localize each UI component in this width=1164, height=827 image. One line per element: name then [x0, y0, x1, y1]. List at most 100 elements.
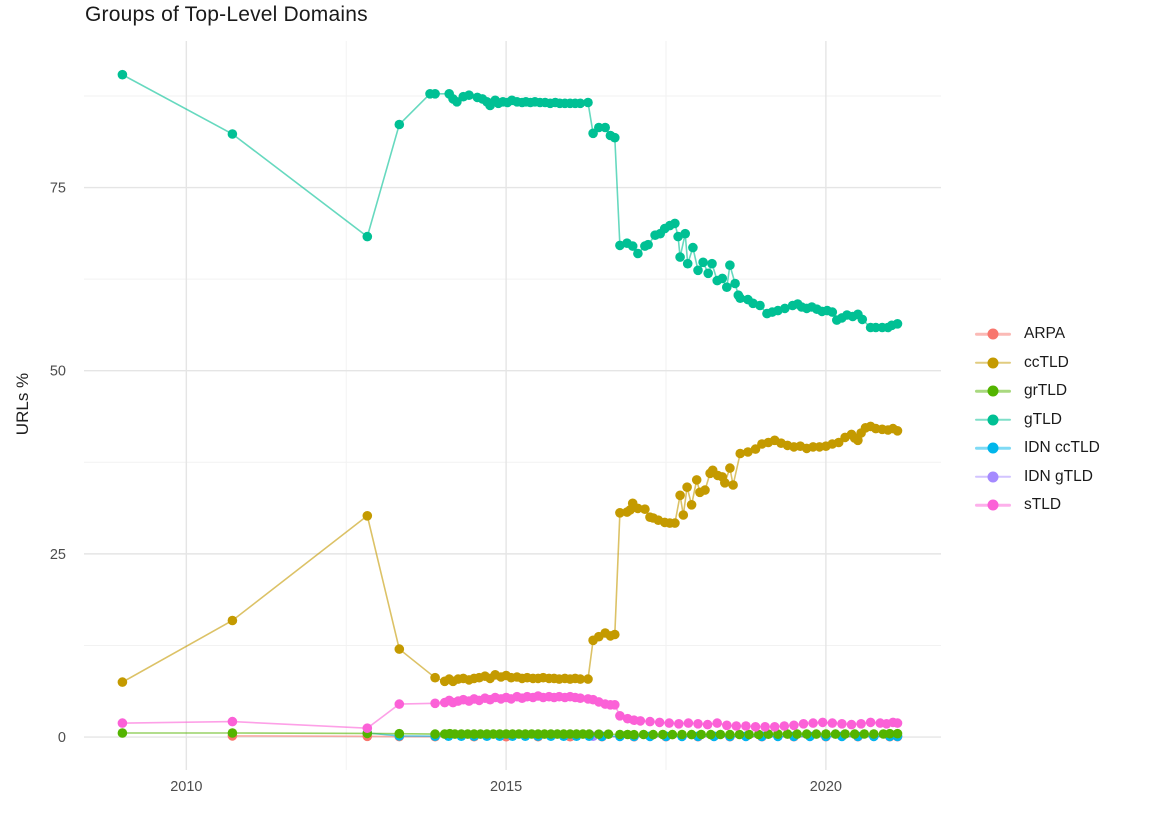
data-point-cctld — [892, 426, 903, 436]
grid-minor — [84, 41, 941, 770]
data-point-grtld — [859, 729, 870, 739]
data-point-stld — [731, 721, 742, 731]
data-point-stld — [683, 718, 694, 728]
data-point-grtld — [763, 729, 774, 739]
data-point-cctld — [728, 480, 738, 490]
axis-tick-labels: 0 25 50 75 2010 2015 2020 — [50, 181, 842, 795]
data-point-gtld — [643, 239, 653, 250]
legend-key-icon — [975, 385, 1011, 397]
data-point-gtld — [717, 273, 728, 284]
data-point-stld — [892, 718, 903, 728]
data-point-gtld — [707, 258, 717, 269]
data-point-cctld — [678, 510, 689, 520]
data-point-gtld — [394, 119, 405, 130]
x-tick-label: 2020 — [810, 779, 842, 795]
data-point-grtld — [603, 729, 614, 739]
data-point-cctld — [394, 644, 405, 654]
data-point-grtld — [584, 729, 594, 739]
data-point-stld — [693, 719, 703, 729]
data-point-grtld — [430, 729, 440, 739]
data-point-gtld — [575, 98, 586, 109]
data-point-stld — [817, 717, 828, 728]
data-point-grtld — [792, 729, 802, 739]
data-point-stld — [645, 716, 655, 727]
data-point-stld — [664, 718, 674, 728]
data-point-stld — [779, 721, 790, 731]
data-point-stld — [117, 718, 128, 728]
y-tick-label: 75 — [50, 181, 66, 197]
data-point-grtld — [677, 729, 687, 740]
y-tick-label: 25 — [50, 547, 66, 563]
data-point-stld — [808, 718, 818, 728]
legend-key-icon — [975, 471, 1011, 483]
data-point-stld — [575, 693, 586, 703]
data-point-grtld — [715, 729, 726, 740]
data-point-grtld — [394, 728, 405, 739]
legend-label: IDN ccTLD — [1024, 439, 1100, 457]
data-point-gtld — [722, 282, 732, 293]
data-point-gtld — [698, 257, 708, 268]
legend-key-icon — [975, 357, 1011, 369]
data-point-cctld — [675, 490, 685, 501]
legend-key-icon — [975, 499, 1011, 511]
data-point-grtld — [821, 729, 831, 739]
data-point-gtld — [680, 228, 690, 239]
data-point-gtld — [430, 89, 440, 99]
data-point-stld — [827, 718, 838, 728]
data-point-grtld — [629, 729, 639, 740]
data-point-stld — [702, 719, 713, 730]
x-tick-label: 2015 — [490, 779, 522, 795]
series-cctld — [117, 421, 903, 687]
legend-label: ccTLD — [1024, 353, 1069, 371]
data-point-gtld — [117, 69, 128, 80]
data-point-grtld — [885, 728, 895, 739]
data-point-gtld — [682, 258, 693, 269]
data-point-gtld — [627, 241, 638, 251]
data-point-cctld — [725, 463, 735, 473]
data-point-cctld — [691, 475, 702, 485]
data-point-grtld — [811, 729, 822, 739]
data-point-grtld — [830, 729, 841, 739]
legend: ARPA ccTLD grTLD gTLD IDN ccTLD IDN gTLD sTLD — [975, 320, 1100, 520]
data-point-gtld — [362, 231, 373, 242]
data-point-cctld — [117, 677, 128, 687]
data-point-cctld — [610, 629, 620, 640]
legend-label: sTLD — [1024, 496, 1062, 514]
data-point-grtld — [734, 729, 745, 740]
data-point-gtld — [600, 122, 610, 133]
legend-item-arpa: ARPA — [975, 320, 1100, 349]
data-point-cctld — [633, 503, 643, 514]
grid-major — [84, 41, 941, 770]
data-point-grtld — [840, 729, 850, 739]
data-point-grtld — [782, 729, 793, 739]
series-grtld — [117, 728, 903, 740]
data-point-cctld — [362, 511, 373, 521]
data-point-cctld — [750, 444, 761, 454]
data-point-grtld — [869, 729, 879, 739]
data-point-stld — [654, 717, 665, 728]
data-point-gtld — [693, 265, 703, 276]
data-point-cctld — [227, 615, 238, 626]
data-point-cctld — [735, 448, 745, 459]
data-point-grtld — [648, 729, 658, 740]
data-point-stld — [856, 719, 866, 729]
legend-key-icon — [975, 414, 1011, 426]
data-point-grtld — [117, 728, 128, 738]
data-point-cctld — [686, 500, 697, 510]
legend-key-icon — [975, 442, 1011, 454]
data-point-stld — [430, 698, 440, 709]
data-point-stld — [846, 719, 857, 730]
data-point-gtld — [703, 268, 713, 279]
data-point-grtld — [667, 729, 678, 740]
data-point-stld — [760, 722, 770, 732]
data-point-grtld — [686, 729, 697, 740]
data-point-gtld — [780, 303, 790, 314]
data-point-grtld — [753, 729, 764, 740]
data-point-stld — [635, 716, 646, 726]
data-point-gtld — [725, 260, 735, 271]
data-point-stld — [769, 722, 780, 732]
legend-label: gTLD — [1024, 410, 1062, 428]
chart-title: Groups of Top-Level Domains — [85, 3, 368, 26]
data-point-cctld — [615, 508, 625, 518]
